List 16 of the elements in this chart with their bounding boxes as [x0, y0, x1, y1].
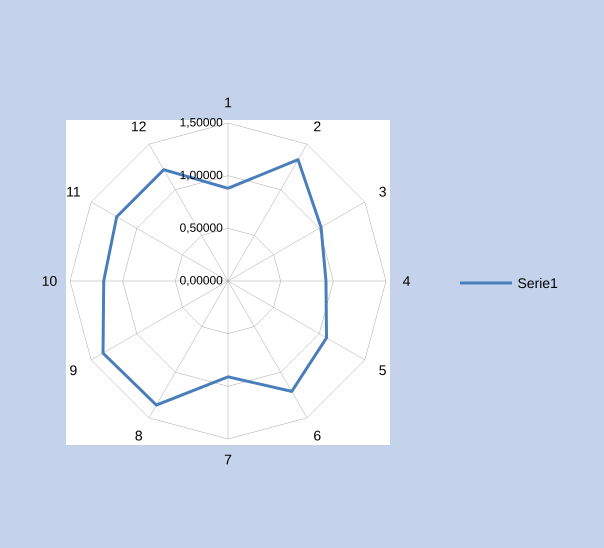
- spoke-label: 2: [314, 121, 320, 132]
- y-tick-label: 0,50000: [180, 223, 222, 234]
- spoke-label: 5: [379, 365, 386, 376]
- spoke-label: 8: [135, 430, 142, 441]
- y-tick-label: 0,00000: [180, 276, 222, 286]
- legend-label: Serie1: [518, 278, 558, 288]
- spoke-label: 11: [67, 186, 80, 197]
- y-tick-label: 1,50000: [180, 118, 222, 128]
- spoke-label: 1: [225, 98, 232, 108]
- spoke-label: 9: [70, 365, 77, 376]
- spoke-label: 6: [314, 430, 321, 441]
- spoke-label: 3: [379, 186, 386, 197]
- spoke-label: 12: [132, 121, 146, 132]
- spoke-label: 10: [42, 276, 57, 286]
- spoke-label: 4: [402, 276, 410, 286]
- spoke-label: 7: [224, 454, 232, 464]
